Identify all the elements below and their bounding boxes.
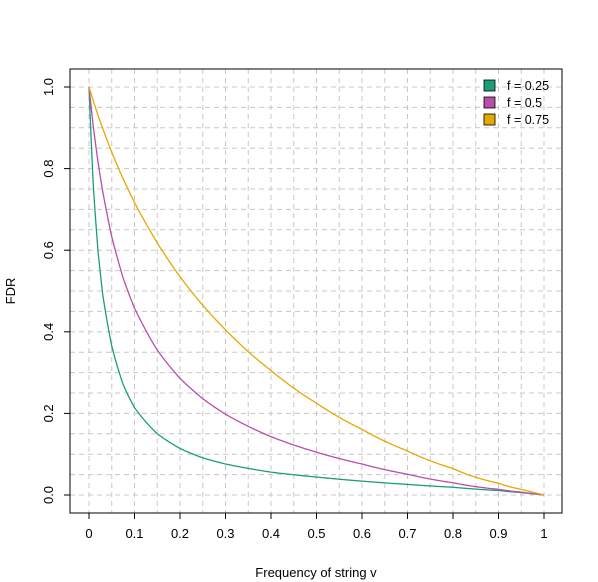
legend-swatch bbox=[483, 96, 496, 109]
legend-label: f = 0.25 bbox=[507, 79, 549, 93]
legend-label: f = 0.5 bbox=[507, 96, 542, 110]
y-tick-label: 0.8 bbox=[41, 160, 56, 178]
y-axis: 0.0 0.2 0.4 0.6 0.8 1.0 bbox=[41, 78, 70, 504]
y-tick-label: 0.4 bbox=[41, 323, 56, 341]
x-tick-label: 0.9 bbox=[489, 526, 507, 541]
x-axis-label: Frequency of string v bbox=[255, 565, 377, 580]
x-tick-label: 1 bbox=[540, 526, 547, 541]
series-layer bbox=[88, 86, 545, 496]
x-tick-label: 0.2 bbox=[171, 526, 189, 541]
x-tick-label: 0.1 bbox=[125, 526, 143, 541]
x-axis: 0 0.1 0.2 0.3 0.4 0.5 0.6 0.7 0.8 0.9 1 bbox=[85, 513, 548, 541]
series-line-2 bbox=[88, 86, 545, 496]
series-line-1 bbox=[88, 86, 545, 496]
x-tick-label: 0 bbox=[85, 526, 92, 541]
y-tick-label: 0.6 bbox=[41, 241, 56, 259]
legend-label: f = 0.75 bbox=[507, 113, 549, 127]
legend: f = 0.25 f = 0.5 f = 0.75 bbox=[483, 79, 549, 127]
y-tick-label: 0.2 bbox=[41, 404, 56, 422]
y-tick-label: 1.0 bbox=[41, 78, 56, 96]
legend-swatch bbox=[483, 113, 496, 126]
x-tick-label: 0.3 bbox=[216, 526, 234, 541]
x-tick-label: 0.7 bbox=[398, 526, 416, 541]
y-tick-label: 0.0 bbox=[41, 486, 56, 504]
legend-swatch bbox=[483, 79, 496, 92]
x-tick-label: 0.8 bbox=[444, 526, 462, 541]
y-axis-label: FDR bbox=[3, 278, 18, 305]
x-tick-label: 0.4 bbox=[262, 526, 280, 541]
grid bbox=[70, 69, 562, 513]
series-line-3 bbox=[88, 86, 545, 496]
x-tick-label: 0.6 bbox=[353, 526, 371, 541]
x-tick-label: 0.5 bbox=[307, 526, 325, 541]
